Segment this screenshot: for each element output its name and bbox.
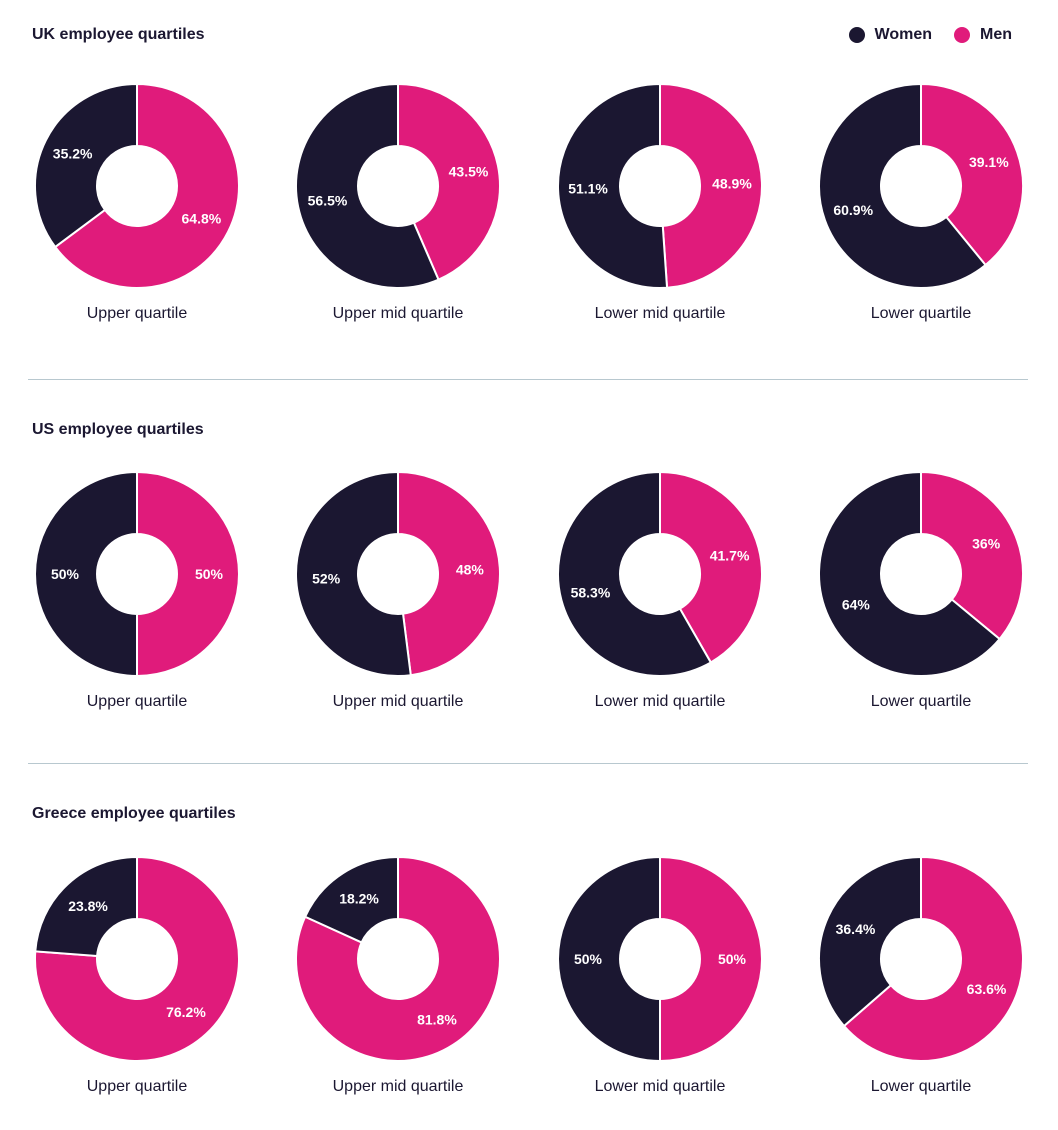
slice-men bbox=[842, 855, 1024, 1062]
slice-label-women: 18.2% bbox=[339, 890, 379, 906]
slice-label-women: 52% bbox=[312, 571, 341, 587]
donut-svg: 48% 52% bbox=[295, 470, 501, 677]
slice-men bbox=[659, 470, 763, 664]
slice-label-men: 63.6% bbox=[967, 981, 1007, 997]
donut-svg: 41.7% 58.3% bbox=[557, 470, 763, 677]
legend-swatch-men bbox=[954, 27, 970, 43]
slice-men bbox=[659, 82, 763, 289]
slice-women bbox=[34, 470, 138, 678]
legend-swatch-women bbox=[848, 27, 865, 43]
section-divider bbox=[28, 379, 1028, 380]
slice-label-men: 76.2% bbox=[166, 1004, 206, 1020]
donut-svg: 43.5% 56.5% bbox=[295, 82, 501, 289]
donut-chart-lower-quartile: 36% 64% Lower quartile bbox=[811, 470, 1031, 732]
chart-label: Lower mid quartile bbox=[594, 305, 726, 322]
slice-women bbox=[557, 855, 661, 1063]
slice-label-women: 56.5% bbox=[308, 193, 348, 209]
slice-women bbox=[295, 82, 440, 289]
section-title-uk: UK employee quartiles bbox=[32, 26, 205, 43]
donut-svg: 76.2% 23.8% bbox=[34, 855, 240, 1062]
donut-chart-upper-mid-quartile: 48% 52% Upper mid quartile bbox=[288, 470, 508, 732]
donut-svg: 64.8% 35.2% bbox=[34, 82, 240, 289]
donut-svg: 36% 64% bbox=[818, 470, 1024, 677]
legend-item-women: Women bbox=[848, 26, 932, 44]
chart-label: Upper quartile bbox=[86, 693, 188, 710]
slice-label-men: 50% bbox=[718, 951, 747, 967]
slice-label-women: 50% bbox=[51, 566, 80, 582]
slice-women bbox=[295, 470, 412, 677]
chart-label: Upper quartile bbox=[86, 1078, 188, 1095]
donut-chart-lower-quartile: 39.1% 60.9% Lower quartile bbox=[811, 82, 1031, 344]
chart-label: Upper mid quartile bbox=[332, 1078, 464, 1095]
slice-label-men: 43.5% bbox=[449, 163, 489, 179]
chart-label: Upper quartile bbox=[86, 305, 188, 322]
slice-women bbox=[34, 82, 138, 249]
legend-label-men: Men bbox=[980, 26, 1012, 43]
legend-item-men: Men bbox=[954, 26, 1012, 44]
chart-label: Upper mid quartile bbox=[332, 305, 464, 322]
donut-svg: 63.6% 36.4% bbox=[818, 855, 1024, 1062]
section-title-us: US employee quartiles bbox=[32, 421, 204, 438]
slice-label-women: 50% bbox=[574, 951, 603, 967]
chart-label: Lower quartile bbox=[870, 1078, 972, 1095]
legend-label-women: Women bbox=[874, 26, 932, 43]
slice-label-men: 64.8% bbox=[182, 210, 222, 226]
chart-label: Lower mid quartile bbox=[594, 1078, 726, 1095]
donut-svg: 48.9% 51.1% bbox=[556, 82, 763, 289]
section-divider bbox=[28, 763, 1028, 764]
chart-label: Lower quartile bbox=[870, 693, 972, 710]
slice-women bbox=[818, 82, 987, 289]
slice-women bbox=[34, 855, 138, 958]
donut-svg: 50% 50% bbox=[557, 855, 763, 1063]
donut-svg: 81.8% 18.2% bbox=[295, 855, 501, 1062]
donut-svg: 39.1% 60.9% bbox=[818, 82, 1024, 289]
chart-label: Lower quartile bbox=[870, 305, 972, 322]
slice-women bbox=[557, 470, 713, 677]
slice-label-women: 23.8% bbox=[68, 898, 108, 914]
slice-women bbox=[818, 470, 1002, 677]
slice-label-men: 41.7% bbox=[710, 547, 750, 563]
slice-label-men: 39.1% bbox=[969, 154, 1009, 170]
slice-women bbox=[556, 82, 669, 289]
donut-chart-upper-mid-quartile: 81.8% 18.2% Upper mid quartile bbox=[288, 855, 508, 1117]
slice-label-men: 48% bbox=[456, 561, 485, 577]
slice-men bbox=[295, 855, 501, 1062]
slice-men bbox=[397, 82, 501, 281]
slice-women bbox=[818, 855, 922, 1028]
donut-chart-upper-quartile: 50% 50% Upper quartile bbox=[27, 470, 247, 732]
donut-chart-lower-mid-quartile: 41.7% 58.3% Lower mid quartile bbox=[550, 470, 770, 732]
slice-label-women: 51.1% bbox=[568, 180, 608, 196]
slice-label-women: 36.4% bbox=[836, 921, 876, 937]
slice-men bbox=[920, 470, 1024, 641]
slice-men bbox=[34, 855, 240, 1062]
donut-chart-lower-mid-quartile: 50% 50% Lower mid quartile bbox=[550, 855, 770, 1117]
legend: Women Men bbox=[848, 26, 1012, 44]
slice-label-men: 81.8% bbox=[417, 1012, 457, 1028]
chart-label: Upper mid quartile bbox=[332, 693, 464, 710]
slice-label-women: 35.2% bbox=[53, 146, 93, 162]
slice-label-women: 58.3% bbox=[571, 585, 611, 601]
slice-label-men: 50% bbox=[195, 566, 224, 582]
slice-label-women: 64% bbox=[842, 597, 871, 613]
donut-chart-lower-quartile: 63.6% 36.4% Lower quartile bbox=[811, 855, 1031, 1117]
chart-label: Lower mid quartile bbox=[594, 693, 726, 710]
slice-men bbox=[920, 82, 1024, 267]
section-title-greece: Greece employee quartiles bbox=[32, 805, 236, 822]
slice-women bbox=[303, 855, 399, 944]
slice-men bbox=[397, 470, 501, 677]
donut-chart-upper-quartile: 76.2% 23.8% Upper quartile bbox=[27, 855, 247, 1117]
slice-men bbox=[53, 82, 240, 289]
slice-men bbox=[136, 470, 240, 678]
donut-chart-upper-quartile: 64.8% 35.2% Upper quartile bbox=[27, 82, 247, 344]
slice-label-men: 48.9% bbox=[712, 176, 752, 192]
donut-chart-upper-mid-quartile: 43.5% 56.5% Upper mid quartile bbox=[288, 82, 508, 344]
donut-chart-lower-mid-quartile: 48.9% 51.1% Lower mid quartile bbox=[550, 82, 770, 344]
slice-men bbox=[659, 855, 763, 1063]
donut-svg: 50% 50% bbox=[34, 470, 240, 678]
slice-label-women: 60.9% bbox=[833, 202, 873, 218]
slice-label-men: 36% bbox=[972, 535, 1001, 551]
